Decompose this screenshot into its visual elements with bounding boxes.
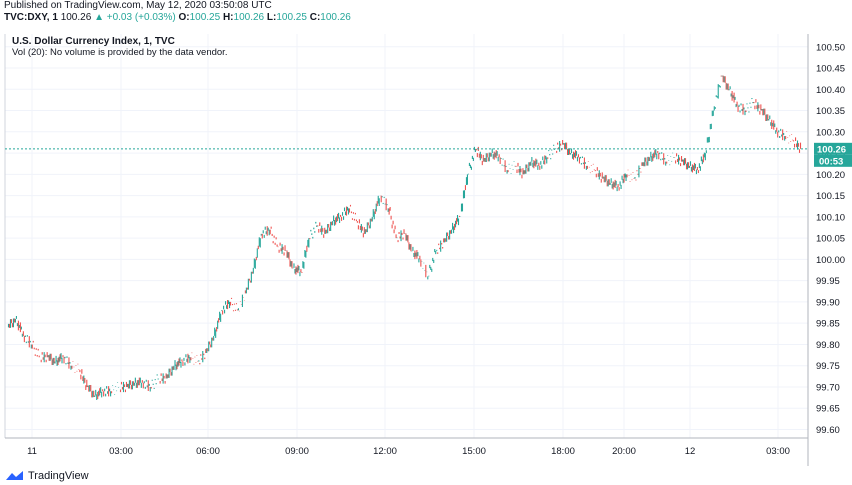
y-tick-label: 99.80 xyxy=(816,340,840,351)
x-tick-label: 03:00 xyxy=(109,446,133,457)
y-tick-label: 99.75 xyxy=(816,361,840,372)
y-tick-label: 100.45 xyxy=(816,64,845,75)
y-tick-label: 99.60 xyxy=(816,425,840,436)
open-value: 100.25 xyxy=(189,12,221,23)
current-price-label: 100.26 xyxy=(817,144,846,155)
open-label: O: xyxy=(178,12,190,23)
price-chart[interactable]: U.S. Dollar Currency Index, 1, TVC Vol (… xyxy=(0,26,852,466)
y-tick-label: 99.95 xyxy=(816,276,840,287)
current-price-tag xyxy=(814,142,852,155)
low-label: L: xyxy=(266,12,277,23)
low-value: 100.25 xyxy=(276,12,307,23)
close-value: 100.26 xyxy=(320,12,351,23)
x-axis-ticks: 11 03:00 06:00 09:00 12:00 15:00 18:00 20:00 12 0… xyxy=(27,446,790,457)
brand-label: TradingView xyxy=(28,470,89,482)
chart-subtitle: Vol (20): No volume is provided by the d… xyxy=(12,47,227,58)
y-tick-label: 100.30 xyxy=(816,127,845,138)
last-price: 100.26 xyxy=(60,12,92,23)
chart-title: U.S. Dollar Currency Index, 1, TVC xyxy=(12,36,175,47)
change-arrow-icon: ▲ xyxy=(94,12,104,23)
y-axis-ticks: 100.50100.45100.40100.35100.30100.25100.… xyxy=(816,42,845,436)
high-value: 100.26 xyxy=(233,12,265,23)
published-line: Published on TradingView.com, May 12, 20… xyxy=(4,0,272,11)
x-tick-label: 06:00 xyxy=(196,446,220,457)
y-tick-label: 100.50 xyxy=(816,42,845,53)
symbol-label: TVC:DXY, 1 xyxy=(4,12,58,23)
y-tick-label: 100.35 xyxy=(816,106,845,117)
x-tick-label: 15:00 xyxy=(462,446,486,457)
y-tick-label: 100.05 xyxy=(816,234,845,245)
x-tick-label: 20:00 xyxy=(612,446,636,457)
y-tick-label: 100.15 xyxy=(816,191,845,202)
price-change: +0.03 (+0.03%) xyxy=(106,12,176,23)
price-series xyxy=(7,75,802,401)
x-tick-label: 12:00 xyxy=(373,446,397,457)
countdown-tag xyxy=(814,154,852,167)
y-tick-label: 100.20 xyxy=(816,170,845,181)
x-tick-label: 12 xyxy=(685,446,696,457)
x-tick-label: 03:00 xyxy=(766,446,790,457)
x-tick-label: 09:00 xyxy=(285,446,309,457)
tradingview-logo-icon xyxy=(6,471,23,480)
close-label: C: xyxy=(309,12,321,23)
y-tick-label: 100.40 xyxy=(816,85,845,96)
countdown-label: 00:53 xyxy=(819,156,843,167)
tradingview-brand[interactable]: TradingView xyxy=(6,470,89,482)
chart-grid xyxy=(5,34,808,438)
y-tick-label: 100.10 xyxy=(816,212,845,223)
ohlc-legend: TVC:DXY, 1 100.26 ▲ +0.03 (+0.03%) O:100… xyxy=(4,12,351,23)
y-tick-label: 99.85 xyxy=(816,319,840,330)
high-label: H: xyxy=(222,12,234,23)
y-tick-label: 99.70 xyxy=(816,382,840,393)
y-tick-label: 99.65 xyxy=(816,404,840,415)
x-tick-label: 18:00 xyxy=(551,446,575,457)
x-tick-label: 11 xyxy=(27,446,37,457)
y-tick-label: 99.90 xyxy=(816,297,840,308)
y-tick-label: 100.00 xyxy=(816,255,845,266)
